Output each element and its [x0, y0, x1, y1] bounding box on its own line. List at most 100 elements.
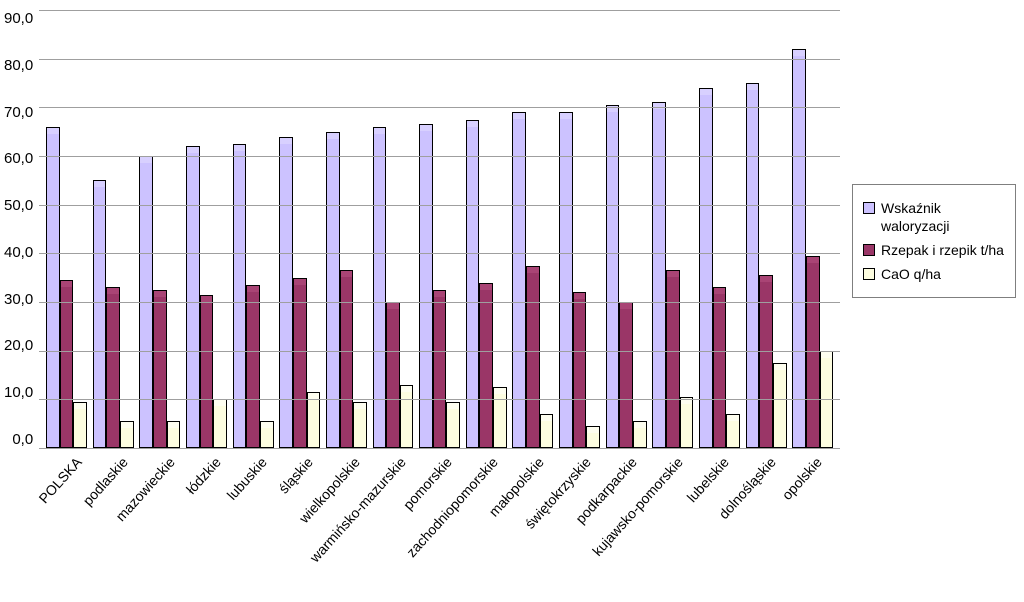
- bar-rzepak: [479, 283, 493, 448]
- legend-swatch: [863, 202, 875, 214]
- x-label-slot: lubuskie: [235, 448, 281, 598]
- y-tick-label: 20,0: [4, 337, 33, 354]
- legend-label: Wskaźnik waloryzacji: [881, 199, 1005, 235]
- gridline: [39, 302, 840, 303]
- bar-waloryzacja: [792, 49, 806, 448]
- category-group: [90, 10, 137, 448]
- legend-item: Wskaźnik waloryzacji: [863, 199, 1005, 235]
- plot-area: 90,0 80,0 70,0 60,0 50,0 40,0 30,0 20,0 10,0 0,0: [4, 10, 840, 448]
- plot-wrap: 90,080,070,060,050,040,030,020,010,00,0 …: [0, 0, 844, 602]
- category-group: [789, 10, 836, 448]
- bar-cao: [213, 399, 227, 448]
- category-group: [276, 10, 323, 448]
- legend-swatch: [863, 268, 875, 280]
- x-label: POLSKA: [36, 454, 85, 506]
- category-group: [183, 10, 230, 448]
- category-group: [323, 10, 370, 448]
- bar-waloryzacja: [93, 180, 107, 448]
- bar-cao: [586, 426, 600, 448]
- bar-rzepak: [666, 270, 680, 448]
- bars-layer: [39, 10, 840, 448]
- bar-cao: [307, 392, 321, 448]
- category-group: [416, 10, 463, 448]
- gridline: [39, 205, 840, 206]
- bar-cao: [446, 402, 460, 448]
- gridline: [39, 253, 840, 254]
- bar-rzepak: [573, 292, 587, 448]
- bar-cao: [73, 402, 87, 448]
- bar-cao: [680, 397, 694, 448]
- gridline: [39, 10, 840, 11]
- bar-cao: [773, 363, 787, 448]
- x-label-slot: mazowieckie: [142, 448, 188, 598]
- x-label-slot: zachodniopomorskie: [466, 448, 512, 598]
- x-label: łódzkie: [183, 454, 224, 497]
- x-label-slot: łódzkie: [189, 448, 235, 598]
- bar-rzepak: [106, 287, 120, 448]
- bar-cao: [633, 421, 647, 448]
- bar-waloryzacja: [233, 144, 247, 448]
- bar-rzepak: [60, 280, 74, 448]
- y-tick-label: 90,0: [4, 10, 33, 27]
- legend-label: CaO q/ha: [881, 265, 941, 283]
- category-group: [603, 10, 650, 448]
- y-tick-label: 0,0: [12, 431, 33, 448]
- gridline: [39, 351, 840, 352]
- legend-box: Wskaźnik waloryzacji Rzepak i rzepik t/ha…: [852, 184, 1016, 299]
- legend: Wskaźnik waloryzacji Rzepak i rzepik t/ha…: [844, 0, 1024, 602]
- bar-rzepak: [619, 302, 633, 448]
- category-group: [650, 10, 697, 448]
- bar-cao: [540, 414, 554, 448]
- bar-waloryzacja: [512, 112, 526, 448]
- bar-rzepak: [713, 287, 727, 448]
- bar-rzepak: [340, 270, 354, 448]
- bar-rzepak: [246, 285, 260, 448]
- bar-rzepak: [433, 290, 447, 448]
- x-label-slot: POLSKA: [50, 448, 96, 598]
- y-tick-label: 30,0: [4, 291, 33, 308]
- bar-rzepak: [806, 256, 820, 448]
- bar-cao: [400, 385, 414, 448]
- bar-cao: [353, 402, 367, 448]
- x-label-slot: podlaskie: [96, 448, 142, 598]
- category-group: [136, 10, 183, 448]
- legend-item: Rzepak i rzepik t/ha: [863, 241, 1005, 259]
- x-label-slot: lubelskie: [697, 448, 743, 598]
- legend-item: CaO q/ha: [863, 265, 1005, 283]
- y-tick-label: 60,0: [4, 150, 33, 167]
- gridline: [39, 107, 840, 108]
- category-group: [230, 10, 277, 448]
- bar-waloryzacja: [652, 102, 666, 448]
- bar-waloryzacja: [279, 137, 293, 448]
- y-tick-label: 50,0: [4, 197, 33, 214]
- bar-waloryzacja: [559, 112, 573, 448]
- bar-cao: [493, 387, 507, 448]
- bar-rzepak: [293, 278, 307, 448]
- category-group: [696, 10, 743, 448]
- bar-waloryzacja: [326, 132, 340, 448]
- bar-cao: [726, 414, 740, 448]
- bar-waloryzacja: [186, 146, 200, 448]
- bar-rzepak: [153, 290, 167, 448]
- x-label-slot: opolskie: [790, 448, 836, 598]
- gridline: [39, 156, 840, 157]
- bar-rzepak: [386, 302, 400, 448]
- category-group: [370, 10, 417, 448]
- y-tick-label: 40,0: [4, 244, 33, 261]
- bar-rzepak: [526, 266, 540, 449]
- y-tick-label: 10,0: [4, 384, 33, 401]
- legend-swatch: [863, 244, 875, 256]
- chart-container: 90,080,070,060,050,040,030,020,010,00,0 …: [0, 0, 1024, 602]
- x-label: śląskie: [276, 454, 317, 497]
- category-group: [43, 10, 90, 448]
- x-label-slot: kujawsko-pomorskie: [651, 448, 697, 598]
- y-tick-label: 70,0: [4, 104, 33, 121]
- y-tick-label: 80,0: [4, 57, 33, 74]
- bar-rzepak: [200, 295, 214, 448]
- category-group: [743, 10, 790, 448]
- category-group: [510, 10, 557, 448]
- category-group: [556, 10, 603, 448]
- plot-region: [39, 10, 840, 448]
- x-label-slot: dolnośląskie: [744, 448, 790, 598]
- bar-waloryzacja: [746, 83, 760, 448]
